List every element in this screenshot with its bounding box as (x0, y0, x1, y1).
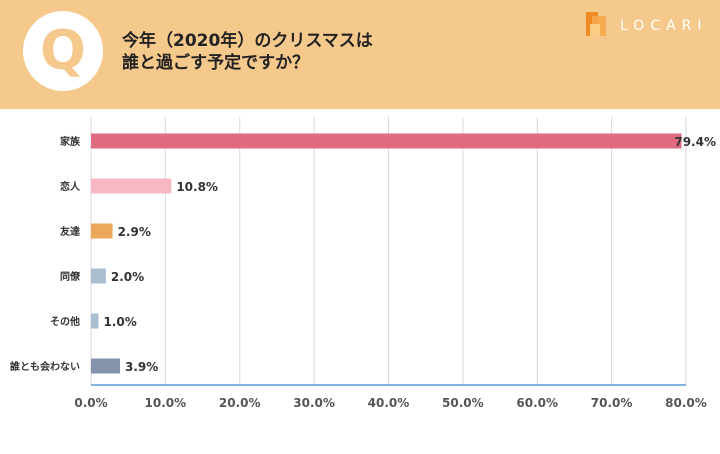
bar (91, 268, 106, 284)
x-tick-label: 10.0% (145, 396, 187, 410)
bar (91, 223, 113, 239)
x-tick-label: 60.0% (516, 396, 558, 410)
question-badge-letter: Q (40, 19, 86, 82)
locari-logo-icon (586, 12, 606, 36)
value-label: 1.0% (103, 315, 136, 329)
value-label: 79.4% (674, 135, 716, 149)
header-banner: Q 今年（2020年）のクリスマスは 誰と過ごす予定ですか？ LOCARI (0, 0, 720, 109)
question-title-line-1: 今年（2020年）のクリスマスは (122, 31, 373, 51)
question-badge: Q (23, 11, 103, 91)
value-label: 2.0% (111, 270, 144, 284)
bar (91, 358, 121, 374)
category-label: 恋人 (60, 180, 81, 193)
x-tick-label: 30.0% (293, 396, 335, 410)
brand-name: LOCARI (620, 18, 708, 34)
x-tick-label: 40.0% (368, 396, 410, 410)
brand-logo: LOCARI (586, 12, 702, 40)
question-title-line-2: 誰と過ごす予定ですか？ (122, 53, 310, 73)
x-tick-label: 50.0% (442, 396, 484, 410)
question-title: 今年（2020年）のクリスマスは 誰と過ごす予定ですか？ (122, 30, 522, 74)
bar (91, 313, 99, 329)
category-label: 家族 (60, 135, 81, 148)
bar (91, 133, 682, 149)
x-tick-label: 80.0% (665, 396, 707, 410)
category-label: 誰とも会わない (10, 360, 80, 373)
x-tick-label: 20.0% (219, 396, 261, 410)
value-label: 3.9% (125, 360, 158, 374)
category-label: その他 (50, 315, 80, 328)
x-tick-label: 0.0% (74, 396, 107, 410)
category-label: 友達 (60, 225, 80, 238)
bar-chart: 家族 79.4% 恋人 10.8% 友達 2.9% 同僚 2.0% その他 1.0% 誰とも会わない… (10, 117, 716, 410)
category-label: 同僚 (60, 270, 81, 283)
value-label: 10.8% (176, 180, 218, 194)
bar (91, 178, 172, 194)
x-tick-label: 70.0% (591, 396, 633, 410)
value-label: 2.9% (118, 225, 151, 239)
